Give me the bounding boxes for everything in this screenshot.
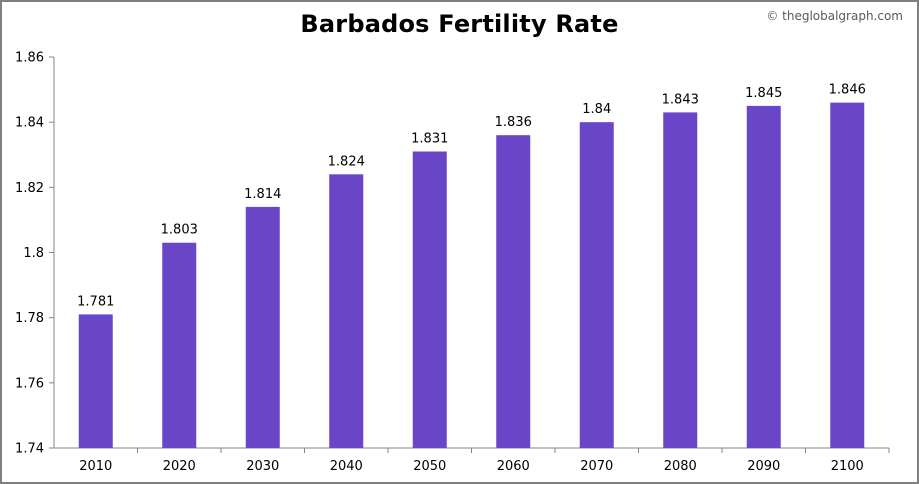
x-tick-label: 2080 xyxy=(664,459,697,474)
data-label: 1.846 xyxy=(829,83,866,98)
y-tick-label: 1.8 xyxy=(23,246,44,261)
x-tick-label: 2090 xyxy=(747,459,780,474)
x-tick-label: 2020 xyxy=(163,459,196,474)
bar xyxy=(329,174,364,449)
credit-text: © theglobalgraph.com xyxy=(766,9,903,23)
x-tick-label: 2070 xyxy=(580,459,613,474)
x-tick-label: 2050 xyxy=(413,459,446,474)
x-tick-label: 2010 xyxy=(79,459,112,474)
data-label: 1.781 xyxy=(77,294,114,309)
data-label: 1.836 xyxy=(495,115,532,130)
data-label: 1.831 xyxy=(411,131,448,146)
bar xyxy=(663,112,698,449)
bars xyxy=(78,102,865,449)
data-label: 1.845 xyxy=(745,86,782,101)
y-tick-label: 1.78 xyxy=(15,311,44,326)
data-label: 1.824 xyxy=(328,154,365,169)
bar xyxy=(412,151,447,448)
data-labels: 1.781 1.803 1.814 1.824 1.831 1.836 1.84 1.843 1… xyxy=(77,83,866,310)
bar xyxy=(496,135,531,448)
x-tick-label: 2040 xyxy=(330,459,363,474)
y-tick-label: 1.84 xyxy=(15,116,44,131)
y-tick-label: 1.86 xyxy=(15,51,44,66)
bar xyxy=(78,314,113,448)
bar xyxy=(579,122,614,449)
data-label: 1.803 xyxy=(161,223,198,238)
y-tick-label: 1.82 xyxy=(15,181,44,196)
data-label: 1.843 xyxy=(662,92,699,107)
y-tick-label: 1.74 xyxy=(15,442,44,457)
bar xyxy=(830,102,865,448)
chart-title: Barbados Fertility Rate xyxy=(300,10,619,38)
bar xyxy=(245,206,280,448)
bar xyxy=(162,242,197,448)
x-tick-label: 2100 xyxy=(831,459,864,474)
bar xyxy=(746,105,781,448)
data-label: 1.814 xyxy=(244,187,281,202)
x-tick-label: 2060 xyxy=(497,459,530,474)
y-tick-label: 1.76 xyxy=(15,376,44,391)
x-tick-label: 2030 xyxy=(246,459,279,474)
data-label: 1.84 xyxy=(582,102,611,117)
